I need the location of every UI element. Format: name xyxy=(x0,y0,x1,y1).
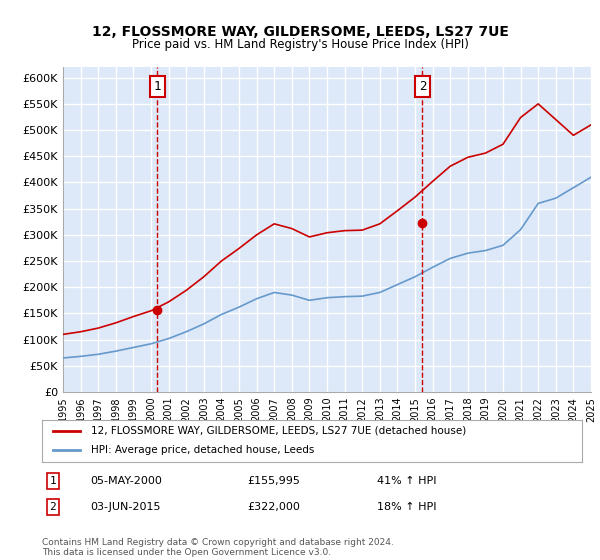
Text: 41% ↑ HPI: 41% ↑ HPI xyxy=(377,476,436,486)
Text: 2: 2 xyxy=(49,502,56,512)
Text: 2: 2 xyxy=(419,80,426,93)
Text: 1: 1 xyxy=(49,476,56,486)
Text: 18% ↑ HPI: 18% ↑ HPI xyxy=(377,502,436,512)
Text: Price paid vs. HM Land Registry's House Price Index (HPI): Price paid vs. HM Land Registry's House … xyxy=(131,38,469,51)
Text: Contains HM Land Registry data © Crown copyright and database right 2024.
This d: Contains HM Land Registry data © Crown c… xyxy=(42,538,394,557)
Text: 12, FLOSSMORE WAY, GILDERSOME, LEEDS, LS27 7UE: 12, FLOSSMORE WAY, GILDERSOME, LEEDS, LS… xyxy=(92,25,508,39)
Text: £155,995: £155,995 xyxy=(247,476,300,486)
Text: 1: 1 xyxy=(154,80,161,93)
Text: 03-JUN-2015: 03-JUN-2015 xyxy=(91,502,161,512)
Text: HPI: Average price, detached house, Leeds: HPI: Average price, detached house, Leed… xyxy=(91,445,314,455)
Text: £322,000: £322,000 xyxy=(247,502,300,512)
Text: 12, FLOSSMORE WAY, GILDERSOME, LEEDS, LS27 7UE (detached house): 12, FLOSSMORE WAY, GILDERSOME, LEEDS, LS… xyxy=(91,426,466,436)
Text: 05-MAY-2000: 05-MAY-2000 xyxy=(91,476,163,486)
